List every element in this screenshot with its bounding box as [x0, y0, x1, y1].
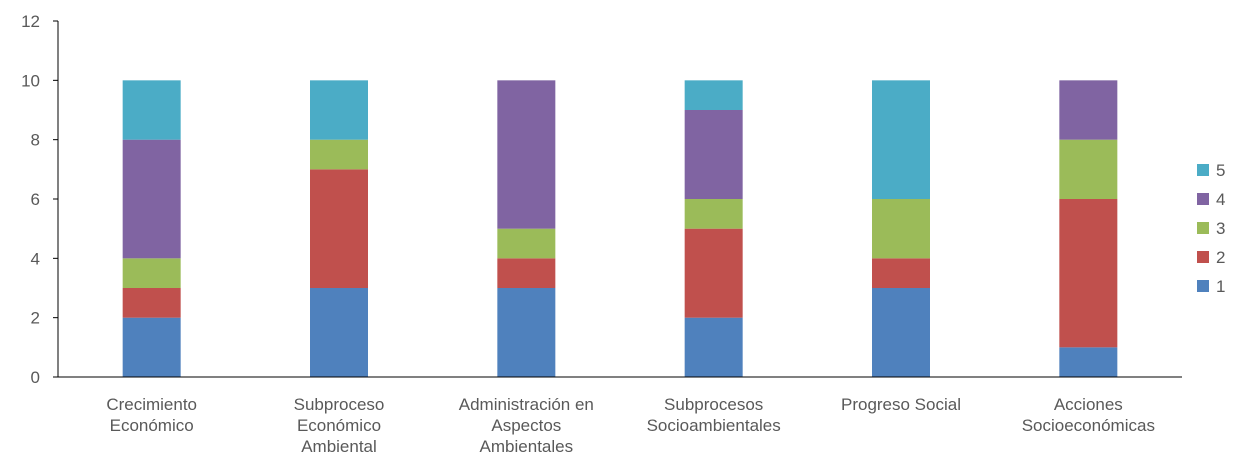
x-category-label-line: Socioeconómicas — [1022, 416, 1155, 435]
bar-segment-series-1-cat-5 — [1059, 347, 1118, 377]
bar-segment-series-2-cat-2 — [497, 258, 556, 288]
y-tick-label: 4 — [31, 249, 40, 268]
bar-segment-series-2-cat-1 — [310, 169, 368, 288]
y-tick-label: 12 — [21, 12, 40, 31]
bar-segment-series-2-cat-5 — [1059, 199, 1118, 348]
x-category-label-line: Crecimiento — [106, 395, 197, 414]
bar-segment-series-3-cat-4 — [872, 199, 930, 259]
x-category-label-line: Administración en — [459, 395, 594, 414]
bar-segment-series-2-cat-0 — [122, 288, 181, 318]
bar-segment-series-2-cat-3 — [684, 228, 743, 318]
bar-segment-series-1-cat-1 — [310, 288, 368, 377]
x-category-label-line: Económico — [297, 416, 381, 435]
x-category-label-line: Aspectos — [491, 416, 561, 435]
y-tick-label: 6 — [31, 190, 40, 209]
x-category-label: Subproceso Económico Ambiental — [294, 395, 385, 456]
x-category-label: Subprocesos Socioambientales — [647, 395, 781, 435]
y-tick-label: 2 — [31, 309, 40, 328]
bar-segment-series-4-cat-3 — [684, 110, 743, 199]
y-tick-label: 8 — [31, 131, 40, 150]
legend-swatch — [1197, 193, 1209, 205]
bar-segment-series-4-cat-2 — [497, 80, 556, 229]
x-category-label-line: Progreso Social — [841, 395, 961, 414]
x-category-label: Crecimiento Económico — [106, 395, 197, 435]
legend-item-2: 2 — [1197, 248, 1225, 267]
x-category-label-line: Subproceso — [294, 395, 385, 414]
y-tick-label: 0 — [31, 368, 40, 387]
x-axis: Crecimiento Económico Subproceso Económico A… — [58, 376, 1182, 456]
bar-segment-series-5-cat-0 — [122, 80, 181, 140]
legend: 5 4 3 2 1 — [1197, 161, 1225, 296]
bar-segment-series-5-cat-1 — [310, 80, 368, 140]
bar-segment-series-3-cat-1 — [310, 139, 368, 170]
legend-swatch — [1197, 164, 1209, 176]
x-category-label: Administración en Aspectos Ambientales — [459, 395, 594, 456]
bar-segment-series-3-cat-2 — [497, 228, 556, 259]
x-category-label-line: Acciones — [1054, 395, 1123, 414]
x-category-label: Acciones Socioeconómicas — [1022, 395, 1155, 435]
bar-segment-series-1-cat-0 — [122, 317, 181, 377]
legend-label: 3 — [1216, 219, 1225, 238]
bar-segment-series-3-cat-0 — [122, 258, 181, 288]
x-category-label-line: Ambiental — [301, 437, 377, 456]
y-axis: 0 2 4 6 8 10 12 — [21, 12, 59, 387]
bar-segment-series-1-cat-3 — [684, 317, 743, 377]
legend-item-4: 4 — [1197, 190, 1225, 209]
bar-segment-series-3-cat-3 — [684, 199, 743, 229]
legend-item-5: 5 — [1197, 161, 1225, 180]
bar-segment-series-5-cat-3 — [684, 80, 743, 110]
bar-segment-series-1-cat-4 — [872, 288, 930, 377]
legend-label: 4 — [1216, 190, 1225, 209]
x-category-label-line: Socioambientales — [647, 416, 781, 435]
legend-item-3: 3 — [1197, 219, 1225, 238]
bar-segment-series-1-cat-2 — [497, 288, 556, 377]
x-category-label: Progreso Social — [841, 395, 961, 414]
bar-segment-series-5-cat-4 — [872, 80, 930, 199]
legend-label: 1 — [1216, 277, 1225, 296]
legend-swatch — [1197, 280, 1209, 292]
legend-swatch — [1197, 251, 1209, 263]
legend-label: 2 — [1216, 248, 1225, 267]
x-category-label-line: Económico — [110, 416, 194, 435]
bar-segment-series-4-cat-0 — [122, 139, 181, 259]
y-tick-label: 10 — [21, 71, 40, 90]
legend-swatch — [1197, 222, 1209, 234]
x-category-label-line: Subprocesos — [664, 395, 763, 414]
bars — [122, 80, 1118, 377]
bar-segment-series-2-cat-4 — [872, 258, 930, 288]
bar-segment-series-3-cat-5 — [1059, 139, 1118, 199]
legend-label: 5 — [1216, 161, 1225, 180]
bar-segment-series-4-cat-5 — [1059, 80, 1118, 140]
legend-item-1: 1 — [1197, 277, 1225, 296]
x-category-label-line: Ambientales — [480, 437, 574, 456]
